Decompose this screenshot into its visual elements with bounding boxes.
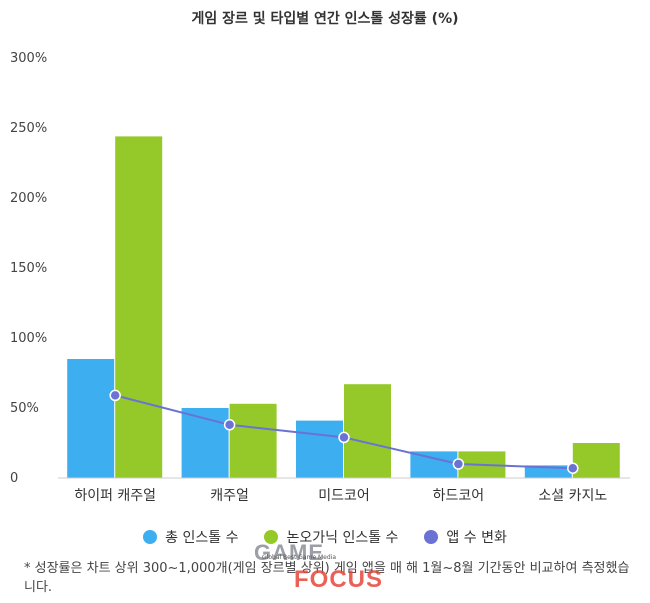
y-tick-label: 50% bbox=[10, 401, 39, 416]
point-app-count-change bbox=[452, 458, 465, 470]
chart-title: 게임 장르 및 타입별 연간 인스톨 성장률 (%) bbox=[191, 11, 459, 27]
legend-item-app-count-change[interactable]: 앱 수 변화 bbox=[424, 527, 507, 547]
x-tick-label: 하드코어 bbox=[433, 488, 485, 504]
chart-plot: 0 50% 100% 150% 200% 250% 300% 하이퍼 캐주얼 캐주얼 미드코어 하드… bbox=[10, 51, 630, 504]
bar-total-installs bbox=[296, 420, 343, 478]
legend-item-total-installs[interactable]: 총 인스톨 수 bbox=[143, 527, 238, 547]
y-tick-label: 0 bbox=[10, 471, 18, 486]
y-tick-label: 250% bbox=[10, 121, 47, 136]
bar-nonorganic-installs bbox=[229, 403, 277, 478]
chart-legend: 총 인스톨 수 논오가닉 인스톨 수 앱 수 변화 bbox=[0, 527, 650, 547]
bar-total-installs bbox=[67, 359, 115, 478]
bar-total-installs bbox=[181, 408, 229, 478]
legend-swatch-total-installs bbox=[143, 530, 158, 544]
y-tick-label: 150% bbox=[10, 261, 47, 276]
legend-label-nonorganic-installs: 논오가닉 인스톨 수 bbox=[286, 530, 399, 546]
bar-nonorganic-installs bbox=[572, 443, 620, 478]
chart-footnote: * 성장률은 차트 상위 300~1,000개(게임 장르별 상위) 게임 앱을… bbox=[24, 561, 630, 595]
x-tick-label: 소셜 카지노 bbox=[538, 488, 607, 504]
point-app-count-change bbox=[338, 431, 350, 444]
x-tick-label: 캐주얼 bbox=[210, 488, 249, 504]
y-tick-label: 200% bbox=[10, 191, 47, 206]
legend-swatch-nonorganic-installs bbox=[264, 530, 279, 544]
bar-total-installs bbox=[410, 451, 458, 478]
legend-label-total-installs: 총 인스톨 수 bbox=[165, 530, 239, 546]
legend-swatch-app-count-change bbox=[424, 530, 439, 544]
point-app-count-change bbox=[223, 419, 236, 431]
x-tick-label: 미드코어 bbox=[318, 488, 370, 504]
legend-item-nonorganic-installs[interactable]: 논오가닉 인스톨 수 bbox=[264, 527, 398, 547]
bar-nonorganic-installs bbox=[344, 384, 391, 478]
y-tick-label: 300% bbox=[10, 51, 47, 66]
legend-label-app-count-change: 앱 수 변화 bbox=[446, 530, 507, 546]
bar-nonorganic-installs bbox=[115, 136, 163, 478]
x-tick-label: 하이퍼 캐주얼 bbox=[74, 488, 156, 504]
point-app-count-change bbox=[567, 462, 579, 474]
y-tick-label: 100% bbox=[10, 331, 47, 346]
point-app-count-change bbox=[109, 389, 121, 402]
